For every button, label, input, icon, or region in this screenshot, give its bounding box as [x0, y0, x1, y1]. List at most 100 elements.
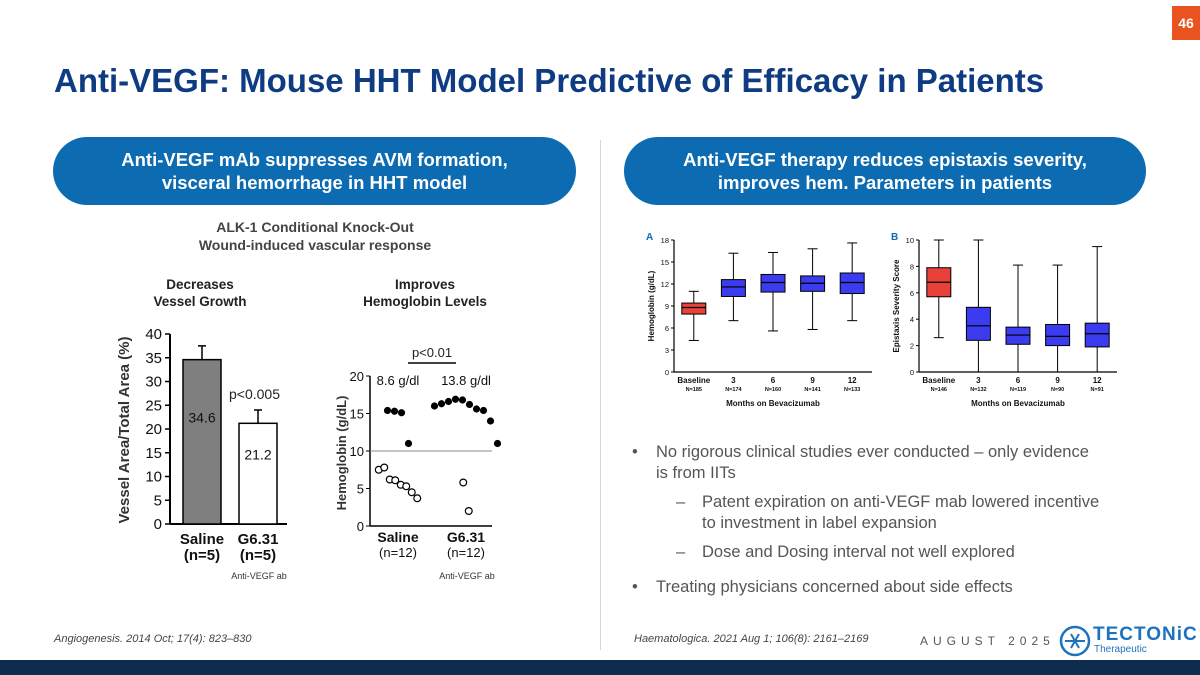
box-panel-label: A — [646, 232, 653, 243]
scatter-point-filled — [486, 417, 495, 425]
tectonic-logo-icon — [1059, 625, 1091, 657]
scatter-point-open — [407, 488, 416, 497]
scatter-category-n: (n=12) — [379, 545, 417, 560]
box-y-tick-label: 4 — [910, 315, 914, 324]
bar-y-tick-label: 40 — [145, 326, 162, 343]
box-count-label: N=141 — [804, 387, 820, 393]
panel1-title: Decreases Vessel Growth — [120, 276, 280, 310]
model-heading: ALK-1 Conditional Knock-Out Wound-induce… — [150, 218, 480, 254]
box-count-label: N=133 — [844, 387, 860, 393]
scatter-point-filled — [493, 439, 502, 448]
scatter-y-tick-label: 20 — [350, 369, 364, 384]
right-citation: Haematologica. 2021 Aug 1; 106(8): 2161–… — [634, 633, 869, 645]
box-category-label: 6 — [1016, 376, 1021, 385]
box-iqr — [839, 272, 865, 295]
box-count-label: N=146 — [931, 387, 947, 393]
box-count-label: N=185 — [686, 387, 702, 393]
box-y-tick-label: 3 — [665, 346, 669, 355]
model-heading-line1: ALK-1 Conditional Knock-Out — [216, 219, 414, 235]
footer-bar — [0, 660, 1200, 675]
scatter-point-open — [413, 494, 422, 503]
bar-category-n: (n=5) — [240, 547, 276, 564]
bar-value-label: 21.2 — [244, 446, 271, 462]
scatter-point-filled — [390, 407, 399, 415]
box-y-tick-label: 18 — [661, 236, 669, 245]
box-y-tick-label: 0 — [665, 368, 669, 377]
logo-tagline: Therapeutic — [1094, 644, 1147, 655]
box-count-label: N=174 — [725, 387, 742, 393]
scatter-mean-label: 8.6 g/dl — [377, 373, 420, 388]
right-section-banner: Anti-VEGF therapy reduces epistaxis seve… — [624, 137, 1146, 205]
box-count-label: N=90 — [1051, 387, 1064, 393]
panel1-title-line2: Vessel Growth — [153, 294, 247, 309]
box-category-label: 6 — [771, 376, 776, 385]
panel1-title-line1: Decreases — [166, 277, 234, 292]
bar-chart-footnote: Anti-VEGF ab — [231, 571, 287, 581]
bar-chart-ylabel: Vessel Area/Total Area (%) — [116, 336, 133, 523]
left-citation: Angiogenesis. 2014 Oct; 17(4): 823–830 — [54, 633, 252, 645]
box-iqr — [720, 279, 746, 297]
scatter-y-tick-label: 10 — [350, 444, 364, 459]
scatter-p-value: p<0.01 — [412, 345, 452, 360]
box-y-tick-label: 12 — [661, 280, 669, 289]
box-category-label: 3 — [976, 376, 981, 385]
box-category-label: 9 — [1055, 376, 1060, 385]
model-heading-line2: Wound-induced vascular response — [198, 237, 432, 253]
scatter-point-open — [391, 476, 400, 485]
scatter-point-filled — [383, 406, 392, 415]
right-banner-line1: Anti-VEGF therapy reduces epistaxis seve… — [683, 149, 1087, 170]
left-banner-line2: visceral hemorrhage in HHT model — [161, 172, 468, 193]
bar-y-tick-label: 30 — [145, 374, 162, 391]
findings-list: No rigorous clinical studies ever conduc… — [632, 442, 1102, 606]
box-iqr — [1005, 326, 1031, 345]
scatter-point-filled — [465, 400, 474, 409]
box-count-label: N=119 — [1010, 387, 1026, 393]
scatter-ylabel: Hemoglobin (g/dL) — [334, 396, 349, 511]
box-category-label: 3 — [731, 376, 736, 385]
panel2-title-line2: Hemoglobin Levels — [363, 294, 487, 309]
scatter-point-filled — [397, 409, 406, 417]
box-category-label: Baseline — [922, 376, 955, 385]
box-y-tick-label: 6 — [910, 289, 914, 298]
panel2-title: Improves Hemoglobin Levels — [340, 276, 510, 310]
scatter-category-label: G6.31 — [447, 529, 485, 545]
panel2-title-line1: Improves — [394, 277, 456, 292]
bullet-side-effects: Treating physicians concerned about side… — [632, 577, 1102, 598]
box-count-label: N=132 — [970, 387, 986, 393]
box-y-tick-label: 2 — [910, 342, 914, 351]
sub-bullet-dosing: Dose and Dosing interval not well explor… — [632, 542, 1102, 563]
scatter-point-filled — [430, 402, 439, 410]
scatter-y-tick-label: 0 — [357, 519, 364, 534]
scatter-point-open — [459, 478, 468, 487]
scatter-category-label: Saline — [377, 529, 418, 545]
box-iqr — [1045, 323, 1071, 347]
scatter-category-n: (n=12) — [447, 545, 485, 560]
box-panel-label: B — [891, 232, 898, 243]
bar-y-tick-label: 5 — [154, 492, 162, 509]
left-banner-line1: Anti-VEGF mAb suppresses AVM formation, — [121, 149, 508, 170]
bar-category-label: G6.31 — [238, 531, 279, 548]
bar-y-tick-label: 10 — [145, 469, 162, 486]
bar-chart-p-value: p<0.005 — [229, 386, 280, 402]
bar-saline — [182, 358, 222, 525]
scatter-mean-label: 13.8 g/dl — [441, 373, 491, 388]
box-iqr — [965, 306, 991, 341]
box-xlabel: Months on Bevacizumab — [726, 399, 820, 408]
box-iqr — [1084, 322, 1110, 348]
bar-y-tick-label: 25 — [145, 397, 162, 414]
box-category-label: 12 — [848, 376, 857, 385]
bar-y-tick-label: 15 — [145, 445, 162, 462]
sub-bullet-patent: Patent expiration on anti-VEGF mab lower… — [632, 492, 1102, 534]
bar-y-tick-label: 20 — [145, 421, 162, 438]
right-banner-line2: improves hem. Parameters in patients — [717, 172, 1053, 193]
scatter-point-open — [402, 482, 411, 491]
bar-category-label: Saline — [180, 531, 224, 548]
scatter-point-open — [380, 463, 389, 472]
page-number: 46 — [1172, 6, 1200, 40]
bar-y-tick-label: 35 — [145, 350, 162, 367]
bullet-studies: No rigorous clinical studies ever conduc… — [632, 442, 1102, 484]
box-y-tick-label: 9 — [665, 302, 669, 311]
column-divider — [600, 140, 601, 650]
scatter-point-filled — [479, 406, 488, 415]
